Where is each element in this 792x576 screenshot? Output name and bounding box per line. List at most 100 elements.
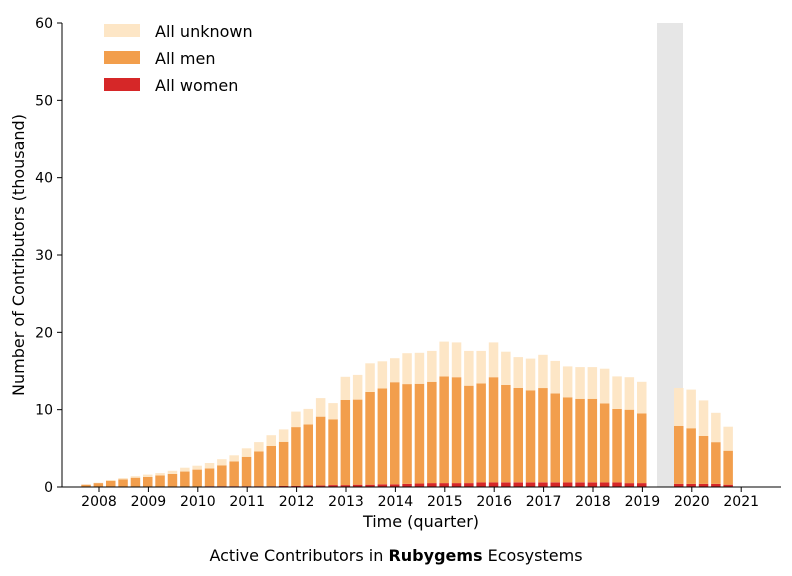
- bar-segment: [377, 361, 388, 389]
- bar-segment: [711, 412, 721, 443]
- bar-segment: [476, 350, 486, 384]
- bar-segment: [106, 480, 116, 487]
- bar-segment: [513, 482, 523, 487]
- y-tick-label: 20: [35, 325, 53, 341]
- bar-segment: [130, 477, 141, 487]
- bar-segment: [476, 383, 486, 483]
- bar-segment: [501, 482, 511, 487]
- x-tick-label: 2019: [625, 494, 661, 510]
- bar-segment: [167, 470, 178, 474]
- bar-segment: [575, 367, 585, 399]
- bar-segment: [217, 465, 227, 487]
- bar-segment: [723, 484, 733, 487]
- bar-segment: [390, 358, 400, 383]
- bar-segment: [599, 368, 610, 404]
- bar-segment: [427, 381, 437, 484]
- bar-segment: [575, 482, 585, 487]
- bar-segment: [414, 483, 425, 487]
- legend-label: All men: [155, 49, 216, 68]
- bar-segment: [229, 461, 239, 487]
- bar-segment: [439, 483, 449, 487]
- bar-segment: [686, 483, 696, 487]
- bar-segment: [315, 398, 326, 417]
- caption-prefix: Active Contributors in: [209, 546, 389, 565]
- bar-segment: [192, 465, 202, 470]
- bar-segment: [711, 442, 721, 484]
- bar-segment: [303, 408, 313, 425]
- bar-segment: [365, 391, 375, 485]
- bar-segment: [612, 408, 622, 483]
- bar-segment: [525, 390, 536, 483]
- bar-segment: [427, 350, 437, 382]
- bar-segment: [575, 398, 585, 483]
- bar-segment: [340, 376, 351, 400]
- bar-segment: [599, 403, 610, 483]
- bar-segment: [612, 376, 622, 409]
- bar-segment: [303, 485, 313, 487]
- bar-segment: [698, 400, 709, 436]
- bar-segment: [352, 484, 363, 487]
- bar-segment: [204, 463, 215, 469]
- bar-segment: [217, 459, 227, 466]
- bar-segment: [106, 480, 116, 481]
- bar-segment: [241, 456, 252, 487]
- bar-segment: [439, 376, 449, 484]
- bar-segment: [130, 476, 141, 478]
- bar-segment: [439, 341, 449, 377]
- bar-segment: [525, 358, 536, 391]
- legend-swatch: [104, 78, 140, 91]
- bar-segment: [93, 483, 104, 487]
- bar-segment: [538, 388, 548, 483]
- bar-segment: [291, 411, 301, 428]
- bar-segment: [118, 479, 128, 487]
- bar-segment: [241, 448, 252, 457]
- bar-segment: [587, 398, 598, 483]
- bar-segment: [278, 485, 289, 487]
- bar-segment: [328, 485, 338, 487]
- bar-segment: [550, 360, 560, 394]
- bar-segment: [303, 424, 313, 486]
- legend-swatch: [104, 24, 140, 37]
- bar-segment: [352, 399, 363, 485]
- bar-segment: [711, 483, 721, 487]
- bar-segment: [254, 451, 264, 487]
- bar-segment: [538, 354, 548, 389]
- bar-segment: [686, 428, 696, 484]
- bar-segment: [513, 388, 523, 483]
- bar-segment: [192, 469, 202, 487]
- bar-segment: [698, 436, 709, 484]
- bar-segment: [723, 450, 733, 485]
- bar-segment: [464, 350, 474, 386]
- bar-segment: [476, 482, 486, 487]
- bar-segment: [624, 377, 635, 410]
- x-tick-label: 2008: [81, 494, 117, 510]
- bar-segment: [315, 485, 326, 487]
- x-tick-label: 2009: [131, 494, 167, 510]
- bar-segment: [562, 482, 573, 487]
- bar-segment: [278, 429, 289, 442]
- bar-segment: [674, 425, 684, 484]
- bar-segment: [365, 363, 375, 392]
- bar-segment: [501, 351, 511, 385]
- y-tick-label: 40: [35, 171, 53, 187]
- bar-segment: [291, 485, 301, 487]
- bar-segment: [81, 484, 91, 487]
- caption-suffix: Ecosystems: [482, 546, 583, 565]
- x-axis-label: Time (quarter): [362, 512, 479, 531]
- x-tick-label: 2017: [526, 494, 562, 510]
- x-tick-label: 2021: [723, 494, 759, 510]
- bar-segment: [599, 482, 610, 487]
- caption-ecosystem: Rubygems: [388, 546, 483, 565]
- x-ticks: 2008 2009 2010 2011 2012 2013 2014 2015 2016 2017…: [81, 487, 759, 510]
- bar-segment: [525, 482, 536, 487]
- bar-segment: [414, 352, 425, 384]
- bar-segment: [637, 413, 647, 484]
- bar-segment: [513, 357, 523, 388]
- x-tick-label: 2010: [180, 494, 216, 510]
- bar-segment: [427, 483, 437, 487]
- bar-segment: [488, 377, 499, 483]
- chart-caption: Active Contributors in Rubygems Ecosyste…: [0, 546, 792, 565]
- bar-segment: [550, 482, 560, 487]
- bar-segment: [254, 442, 264, 452]
